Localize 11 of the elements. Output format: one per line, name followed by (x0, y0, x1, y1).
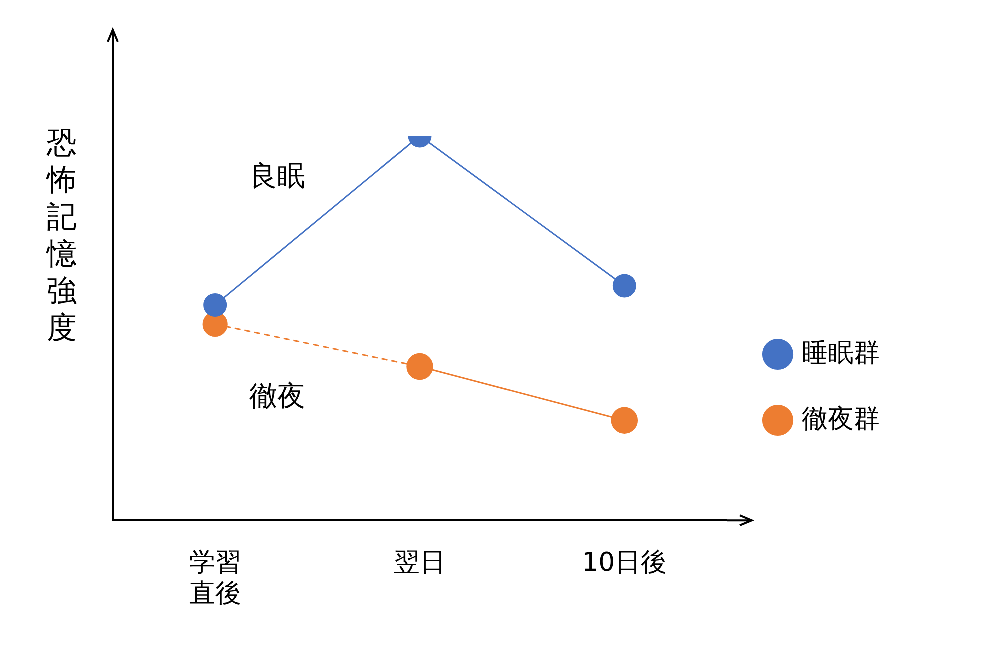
annotation: 良眠 (250, 159, 306, 192)
legend-label: 睡眠群 (802, 338, 880, 368)
point (204, 293, 228, 317)
point (612, 274, 636, 298)
legend-label: 徹夜群 (802, 404, 880, 434)
y-axis-title: 恐怖記憶強度 (46, 126, 77, 346)
x-tick-label: 翌日 (394, 548, 446, 578)
point (611, 407, 638, 434)
x-tick-label: 10日後 (582, 548, 668, 578)
annotation: 徹夜 (250, 379, 306, 412)
x-tick-label: 学習直後 (189, 548, 242, 610)
